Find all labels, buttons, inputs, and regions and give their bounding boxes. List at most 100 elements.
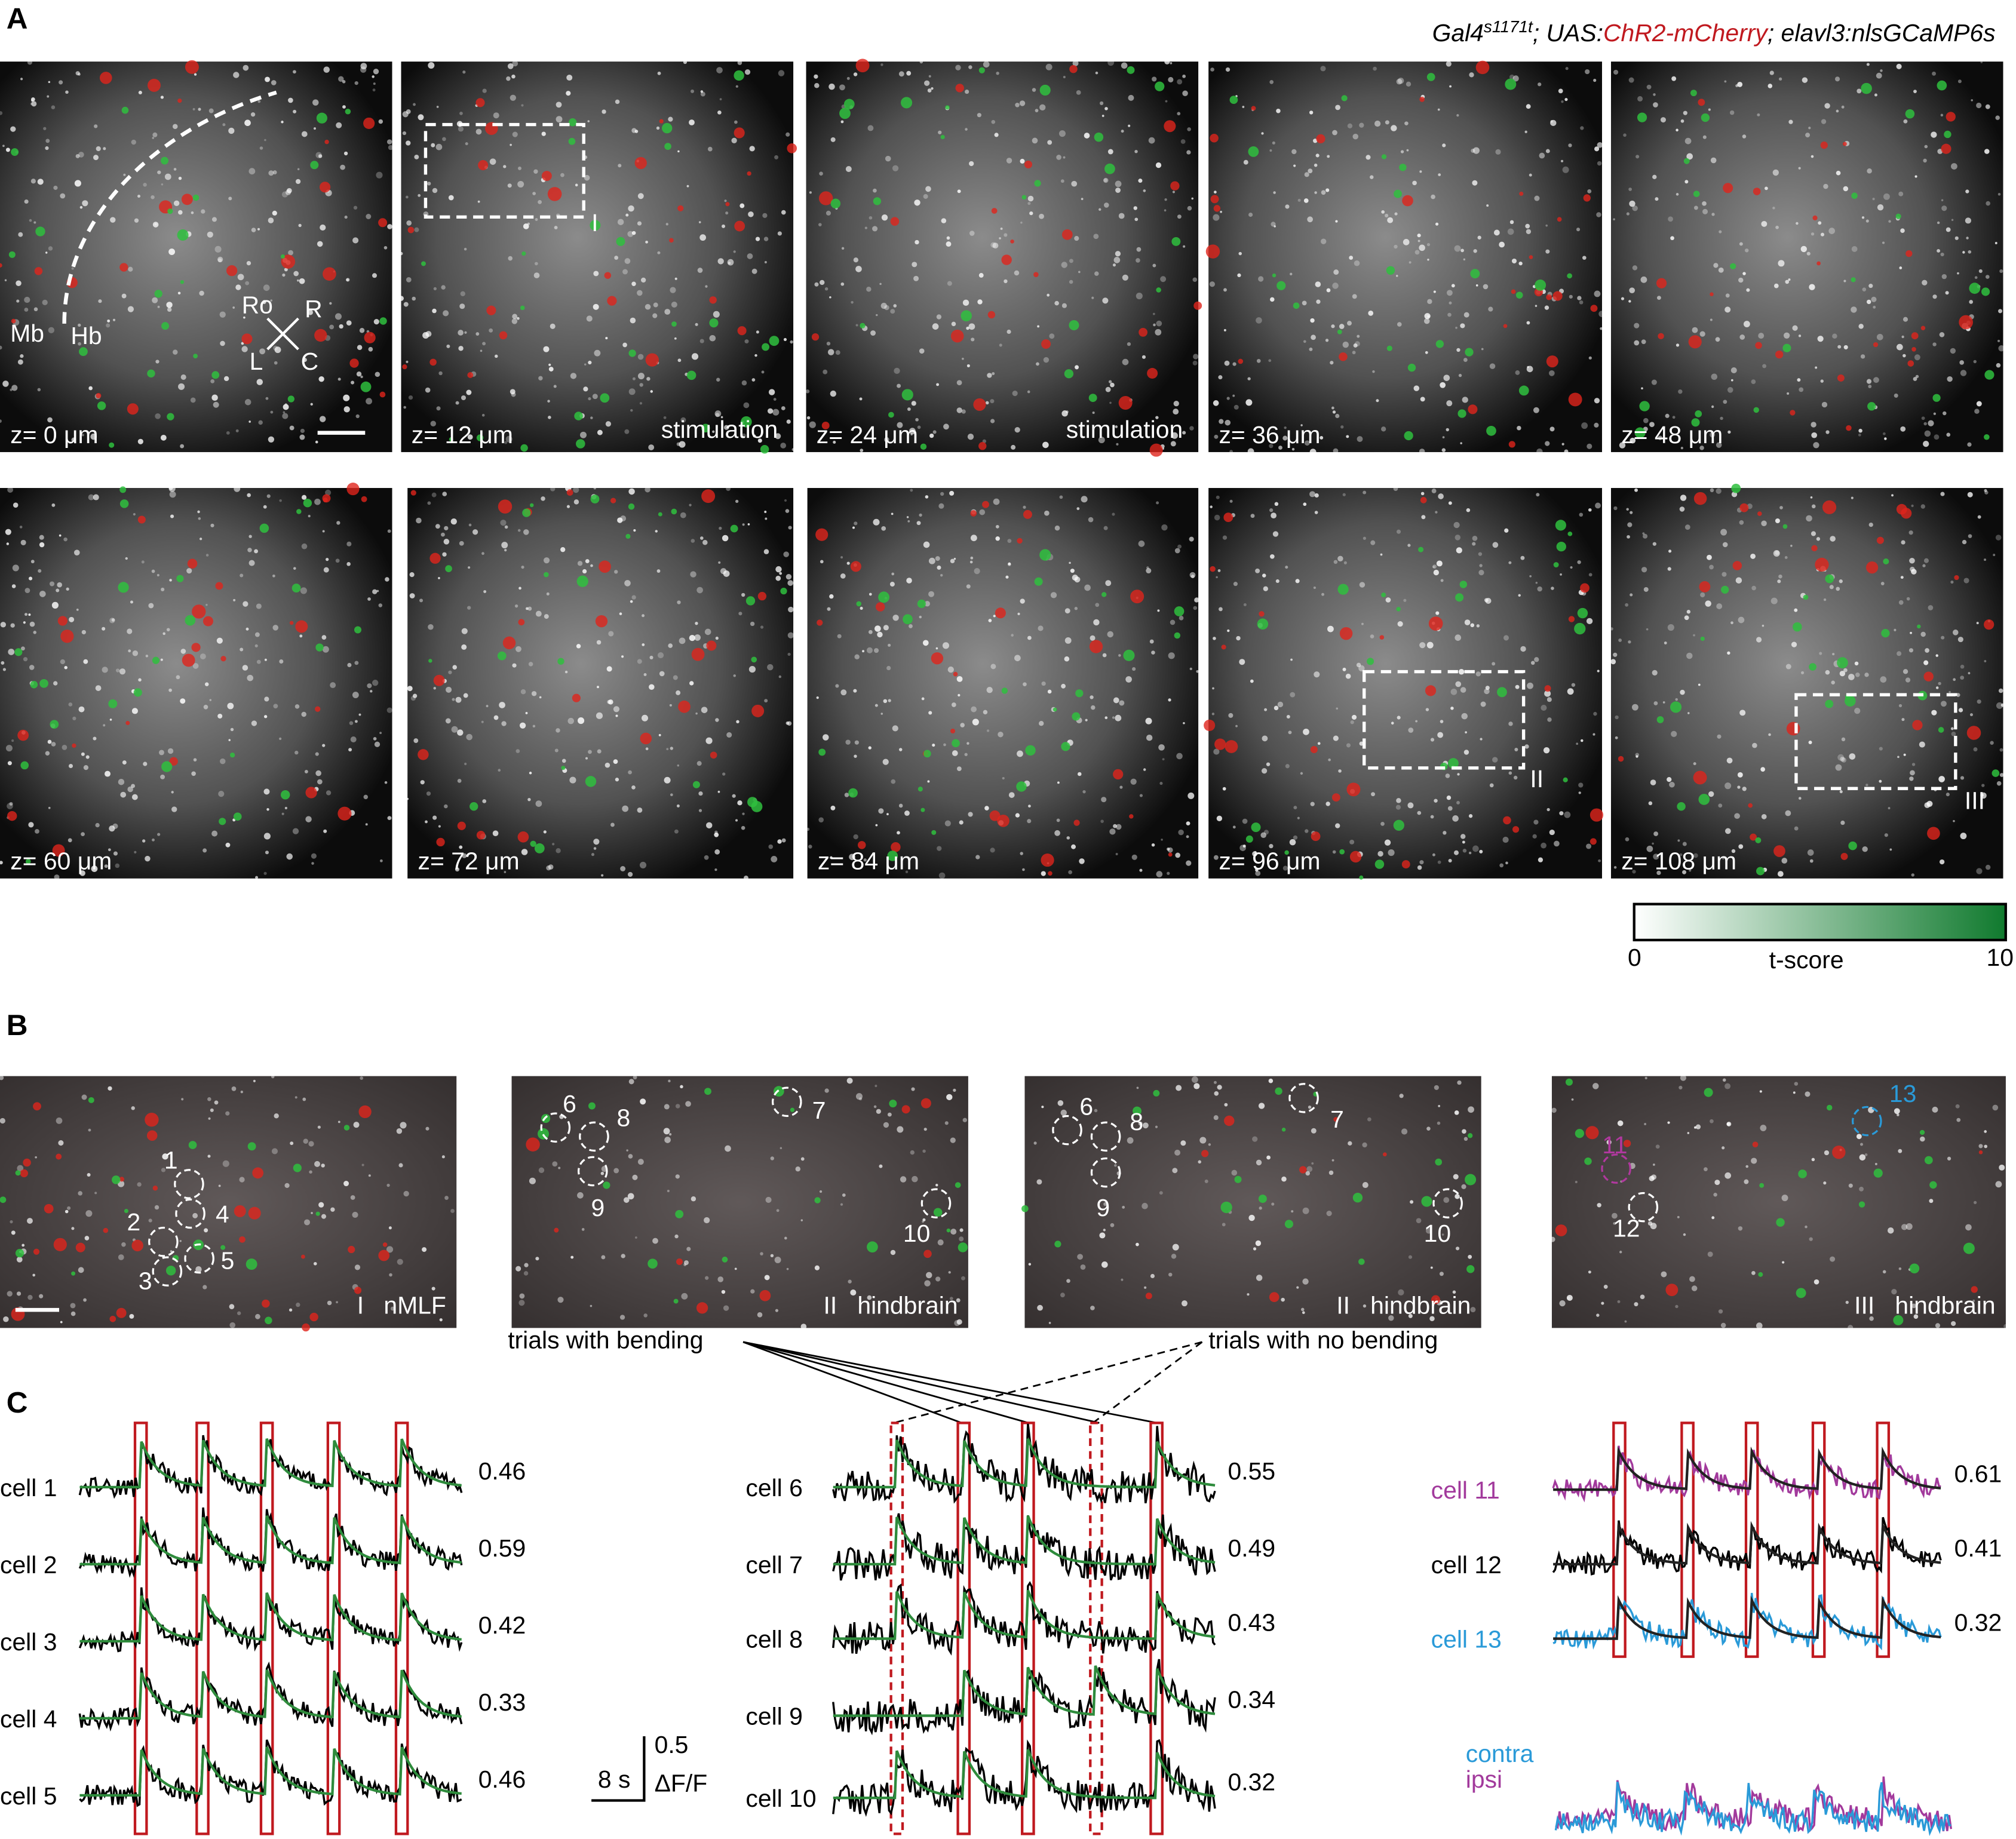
speckle	[1508, 771, 1512, 775]
speckle	[264, 658, 267, 661]
speckle	[1115, 180, 1122, 188]
speckle	[1891, 494, 1894, 497]
speckle	[1122, 1205, 1125, 1209]
speckle	[1899, 266, 1903, 269]
speckle	[1484, 688, 1490, 695]
speckle	[556, 728, 560, 733]
speckle	[1837, 345, 1842, 349]
speckle	[160, 774, 165, 779]
green-signal	[1248, 146, 1259, 157]
speckle	[691, 89, 695, 93]
speckle	[1534, 657, 1539, 662]
speckle	[1437, 732, 1444, 738]
speckle	[657, 71, 661, 75]
speckle	[557, 1297, 564, 1303]
speckle	[756, 330, 759, 334]
speckle	[170, 1250, 173, 1252]
speckle	[1823, 183, 1828, 189]
speckle	[1164, 209, 1167, 212]
speckle	[1349, 839, 1355, 845]
speckle	[379, 859, 383, 862]
speckle	[1014, 427, 1020, 433]
green-signal	[978, 67, 985, 73]
speckle	[590, 1304, 593, 1307]
speckle	[643, 673, 647, 676]
speckle	[1643, 417, 1649, 423]
speckle	[367, 683, 372, 689]
speckle	[673, 675, 678, 680]
speckle	[403, 1190, 409, 1197]
speckle	[348, 748, 352, 752]
speckle	[1071, 180, 1078, 187]
speckle	[1078, 271, 1081, 274]
red-signal	[1420, 497, 1427, 504]
speckle	[671, 301, 677, 308]
green-signal	[152, 656, 160, 664]
speckle	[1911, 1303, 1916, 1309]
speckle	[1809, 1237, 1813, 1241]
speckle	[1310, 802, 1315, 806]
speckle	[1415, 720, 1418, 723]
green-signal	[1895, 213, 1901, 219]
speckle	[93, 736, 97, 741]
speckle	[281, 191, 288, 198]
speckle	[1041, 681, 1046, 686]
green-signal	[1905, 109, 1915, 119]
speckle	[240, 573, 244, 578]
speckle	[225, 842, 231, 848]
speckle	[1722, 542, 1728, 548]
red-signal	[995, 607, 1006, 619]
speckle	[1985, 104, 1990, 109]
speckle	[1127, 1137, 1134, 1144]
speckle	[1214, 434, 1219, 439]
speckle	[1316, 299, 1321, 304]
speckle	[995, 536, 1000, 541]
speckle	[1711, 373, 1718, 380]
speckle	[1128, 94, 1134, 101]
speckle	[1811, 422, 1816, 428]
red-signal	[467, 372, 474, 378]
speckle	[1317, 742, 1321, 745]
speckle	[515, 749, 520, 753]
red-signal	[457, 821, 466, 830]
speckle	[1014, 655, 1021, 662]
speckle	[788, 606, 794, 613]
speckle	[299, 434, 305, 440]
speckle	[751, 268, 757, 274]
correlation: 0.61	[1954, 1460, 2002, 1487]
speckle	[1617, 1300, 1621, 1303]
speckle	[1480, 701, 1486, 707]
orientation-label: L	[250, 348, 263, 375]
speckle	[717, 790, 720, 793]
speckle	[1576, 742, 1579, 745]
speckle	[597, 749, 602, 754]
speckle	[162, 1153, 168, 1160]
speckle	[1976, 868, 1983, 874]
speckle	[786, 1267, 789, 1270]
speckle	[1965, 217, 1972, 224]
speckle	[663, 1128, 670, 1135]
speckle	[1189, 536, 1194, 542]
z-label: z= 72 μm	[418, 848, 520, 875]
speckle	[1533, 407, 1539, 413]
z-label: z= 36 μm	[1219, 421, 1320, 449]
red-signal	[1583, 194, 1591, 202]
speckle	[1984, 660, 1987, 662]
red-signal	[187, 558, 198, 569]
green-signal	[109, 442, 115, 448]
speckle	[1920, 631, 1926, 637]
speckle	[504, 525, 508, 529]
speckle	[931, 87, 934, 90]
speckle	[162, 632, 165, 635]
speckle	[819, 171, 823, 176]
speckle	[1598, 859, 1601, 862]
speckle	[1976, 622, 1979, 625]
speckle	[581, 1228, 585, 1231]
speckle	[1445, 773, 1450, 778]
speckle	[1470, 1307, 1476, 1313]
speckle	[1634, 488, 1638, 492]
speckle	[946, 241, 952, 247]
speckle	[1370, 634, 1374, 638]
region-label: II	[823, 1292, 837, 1319]
speckle	[202, 1285, 207, 1290]
